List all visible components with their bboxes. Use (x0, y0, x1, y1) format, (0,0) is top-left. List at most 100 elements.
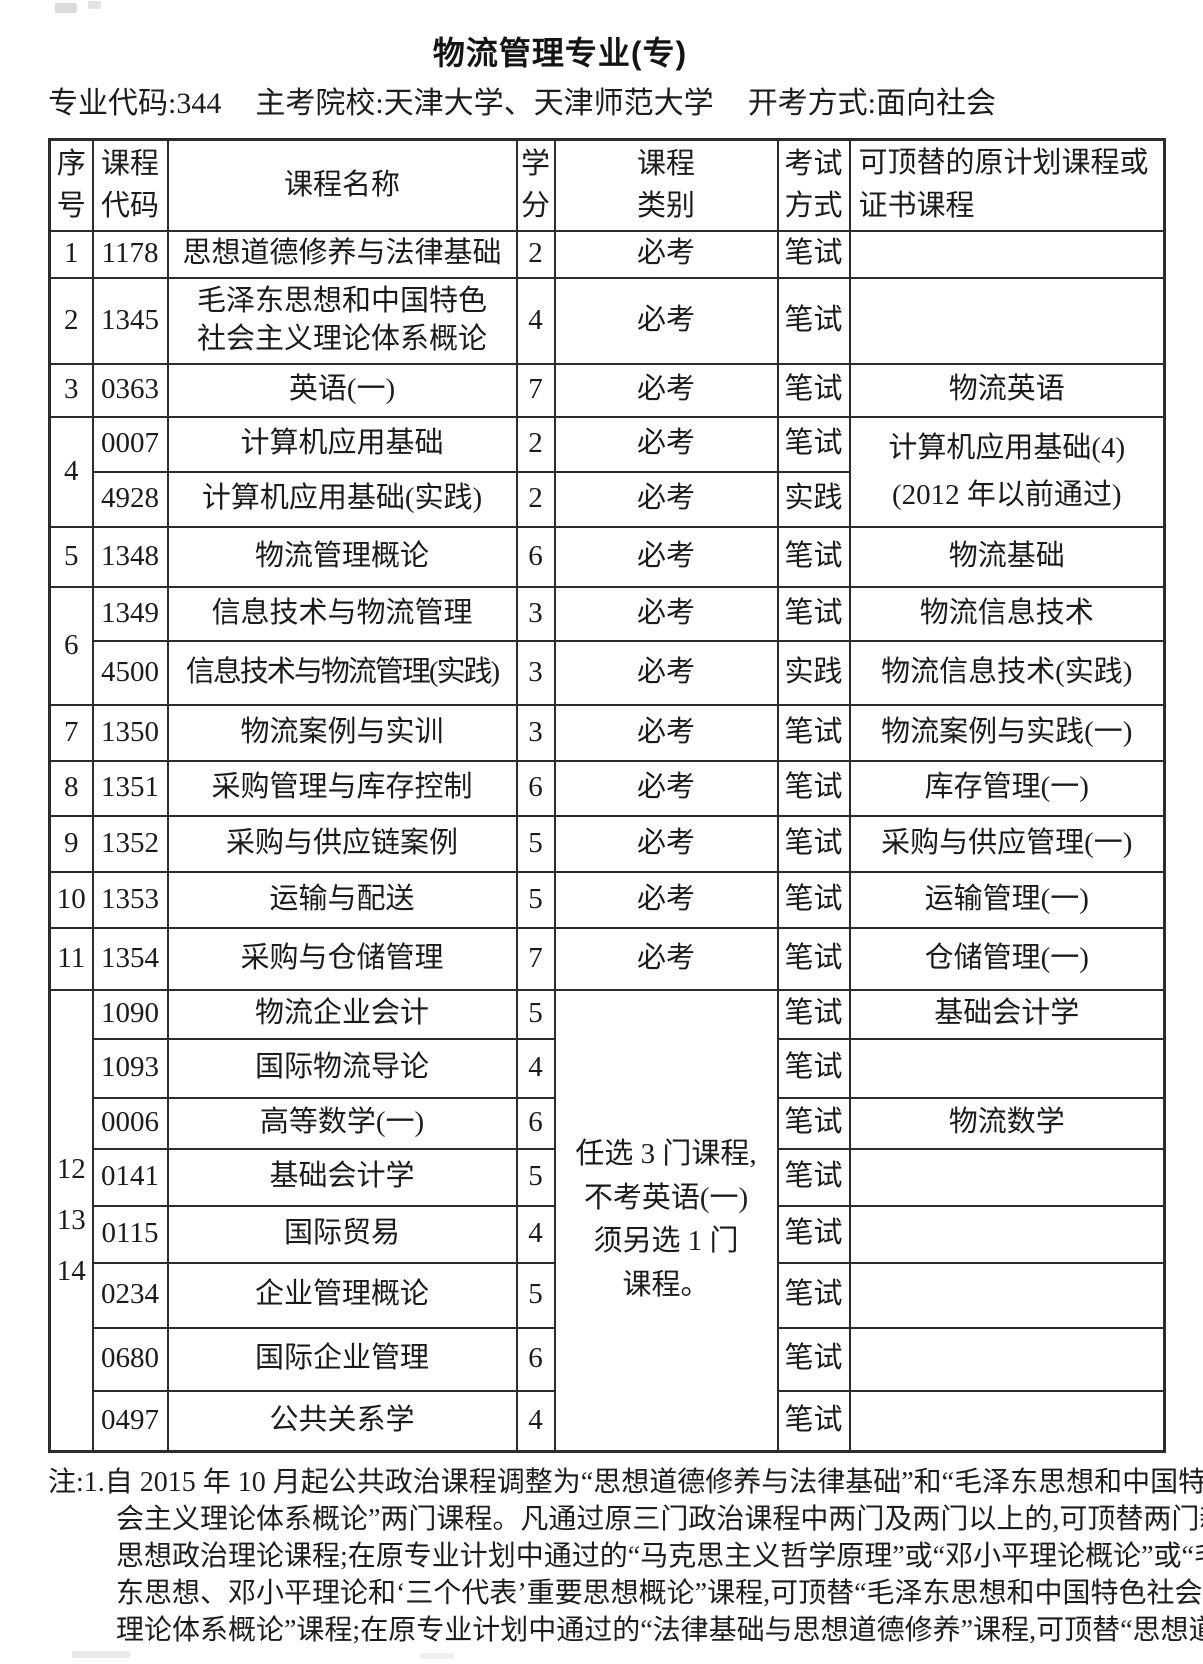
cell-method: 笔试 (776, 1037, 851, 1099)
cell-category: 必考 (553, 814, 779, 873)
table-row: 5 1348 物流管理概论 6 必考 笔试 物流基础 (48, 525, 1166, 588)
cell-category: 必考 (553, 276, 779, 365)
cell-method: 笔试 (776, 926, 851, 991)
cell-name: 信息技术与物流管理 (166, 585, 518, 642)
col-header-seq: 序 号 (48, 138, 94, 232)
cell-elective-note: 任选 3 门课程, 不考英语(一) 须另选 1 门 课程。 (553, 988, 779, 1453)
cell-method: 笔试 (776, 1204, 851, 1264)
col-header-name: 课程名称 (166, 138, 518, 232)
cell-code: 1093 (91, 1037, 169, 1099)
cell-seq: 8 (48, 759, 94, 817)
footnote-line: 注:1.自 2015 年 10 月起公共政治课程调整为“思想道德修养与法律基础”… (48, 1467, 1203, 1498)
cell-name: 毛泽东思想和中国特色 社会主义理论体系概论 (166, 276, 518, 365)
cell-replace: 采购与供应管理(一) (848, 814, 1166, 873)
table-row: 0497 公共关系学 4 笔试 (50, 1389, 1166, 1453)
table-row: 0234 企业管理概论 5 笔试 (50, 1261, 1166, 1329)
table-row: 0680 国际企业管理 6 笔试 (50, 1326, 1166, 1392)
host-schools: 主考院校:天津大学、天津师范大学 (255, 87, 714, 120)
cell-credit: 2 (515, 415, 556, 473)
cell-replace: 仓储管理(一) (848, 926, 1166, 991)
cell-method: 笔试 (776, 1261, 851, 1329)
cell-name: 国际贸易 (166, 1204, 518, 1264)
cell-code: 0007 (91, 415, 169, 473)
cell-replace: 基础会计学 (848, 988, 1166, 1040)
cell-seq: 1 (48, 229, 94, 279)
cell-name: 思想道德修养与法律基础 (166, 229, 518, 279)
cell-method: 笔试 (776, 276, 851, 365)
cell-seq-merged-6: 6 (48, 585, 94, 706)
page-title: 物流管理专业(专) (432, 35, 688, 71)
cell-code: 1353 (91, 870, 169, 929)
table-row: 7 1350 物流案例与实训 3 必考 笔试 物流案例与实践(一) (48, 703, 1166, 762)
cell-method: 笔试 (776, 1147, 851, 1207)
cell-category: 必考 (553, 470, 779, 528)
cell-credit: 3 (515, 585, 556, 642)
cell-credit: 5 (515, 870, 556, 929)
cell-credit: 5 (515, 814, 556, 873)
cell-seq: 2 (48, 276, 94, 365)
cell-credit: 5 (515, 1261, 556, 1329)
footnote-block: 注:1.自 2015 年 10 月起公共政治课程调整为“思想道德修养与法律基础”… (48, 1464, 1203, 1649)
cell-replace (848, 1037, 1166, 1099)
cell-method: 笔试 (776, 1326, 851, 1392)
col-header-category: 课程 类别 (553, 138, 779, 232)
cell-method: 笔试 (776, 525, 851, 588)
cell-credit: 7 (515, 926, 556, 991)
cell-method: 笔试 (776, 814, 851, 873)
scan-artifact (55, 3, 77, 13)
cell-replace: 物流数学 (848, 1096, 1166, 1150)
cell-name: 物流管理概论 (166, 525, 518, 588)
cell-replace (848, 1326, 1166, 1392)
cell-seq: 3 (48, 362, 94, 418)
cell-code: 1352 (91, 814, 169, 873)
cell-code: 0115 (91, 1204, 169, 1264)
cell-credit: 4 (515, 1037, 556, 1099)
table-row: 12 13 14 1090 物流企业会计 5 任选 3 门课程, 不考英语(一)… (48, 988, 1166, 1453)
cell-credit: 5 (515, 1147, 556, 1207)
cell-method: 笔试 (776, 415, 851, 473)
cell-method: 笔试 (776, 870, 851, 929)
cell-method: 笔试 (776, 362, 851, 418)
exam-mode: 开考方式:面向社会 (747, 87, 997, 120)
cell-code: 1345 (91, 276, 169, 365)
footnote-line: 东思想、邓小平理论和‘三个代表’重要思想概论”课程,可顶替“毛泽东思想和中国特色… (116, 1578, 1203, 1609)
cell-replace: 物流信息技术 (848, 585, 1166, 642)
major-code: 专业代码:344 (48, 87, 222, 120)
cell-method: 笔试 (776, 759, 851, 817)
footnote-line: 会主义理论体系概论”两门课程。凡通过原三门政治课程中两门及两门以上的,可顶替两门… (116, 1504, 1203, 1535)
col-header-code: 课程 代码 (91, 138, 169, 232)
cell-name: 计算机应用基础 (166, 415, 518, 473)
cell-category: 必考 (553, 703, 779, 762)
cell-replace: 运输管理(一) (848, 870, 1166, 929)
cell-method: 笔试 (776, 1096, 851, 1150)
cell-credit: 4 (515, 276, 556, 365)
cell-category: 必考 (553, 525, 779, 588)
cell-name: 采购与仓储管理 (166, 926, 518, 991)
cell-name: 高等数学(一) (166, 1096, 518, 1150)
cell-replace-merged-4: 计算机应用基础(4) (2012 年以前通过) (848, 415, 1166, 528)
table-row: 11 1354 采购与仓储管理 7 必考 笔试 仓储管理(一) (48, 926, 1166, 991)
table-row: 4 0007 计算机应用基础 2 必考 笔试 计算机应用基础(4) (2012 … (48, 415, 1166, 528)
cell-code: 1348 (91, 525, 169, 588)
col-header-method: 考试 方式 (776, 138, 851, 232)
cell-name: 公共关系学 (166, 1389, 518, 1453)
cell-method: 笔试 (776, 988, 851, 1040)
cell-code: 1349 (91, 585, 169, 642)
cell-credit: 6 (515, 759, 556, 817)
cell-code: 0234 (91, 1261, 169, 1329)
cell-code: 0141 (91, 1147, 169, 1207)
cell-code: 1178 (91, 229, 169, 279)
cell-category: 必考 (553, 585, 779, 642)
header-row: 序 号 课程 代码 课程名称 学 分 课程 类别 考试 方式 可顶替的原计划课程… (48, 138, 1166, 232)
cell-seq-merged-12-14: 12 13 14 (48, 988, 94, 1453)
course-plan-table: 序 号 课程 代码 课程名称 学 分 课程 类别 考试 方式 可顶替的原计划课程… (48, 138, 1166, 1453)
cell-name: 采购与供应链案例 (166, 814, 518, 873)
cell-replace (848, 1204, 1166, 1264)
cell-replace (848, 276, 1166, 365)
cell-credit: 4 (515, 1204, 556, 1264)
cell-seq-merged-4: 4 (48, 415, 94, 528)
cell-method: 笔试 (776, 703, 851, 762)
table-row: 1093 国际物流导论 4 笔试 (50, 1037, 1166, 1099)
cell-name: 采购管理与库存控制 (166, 759, 518, 817)
cell-method: 笔试 (776, 229, 851, 279)
